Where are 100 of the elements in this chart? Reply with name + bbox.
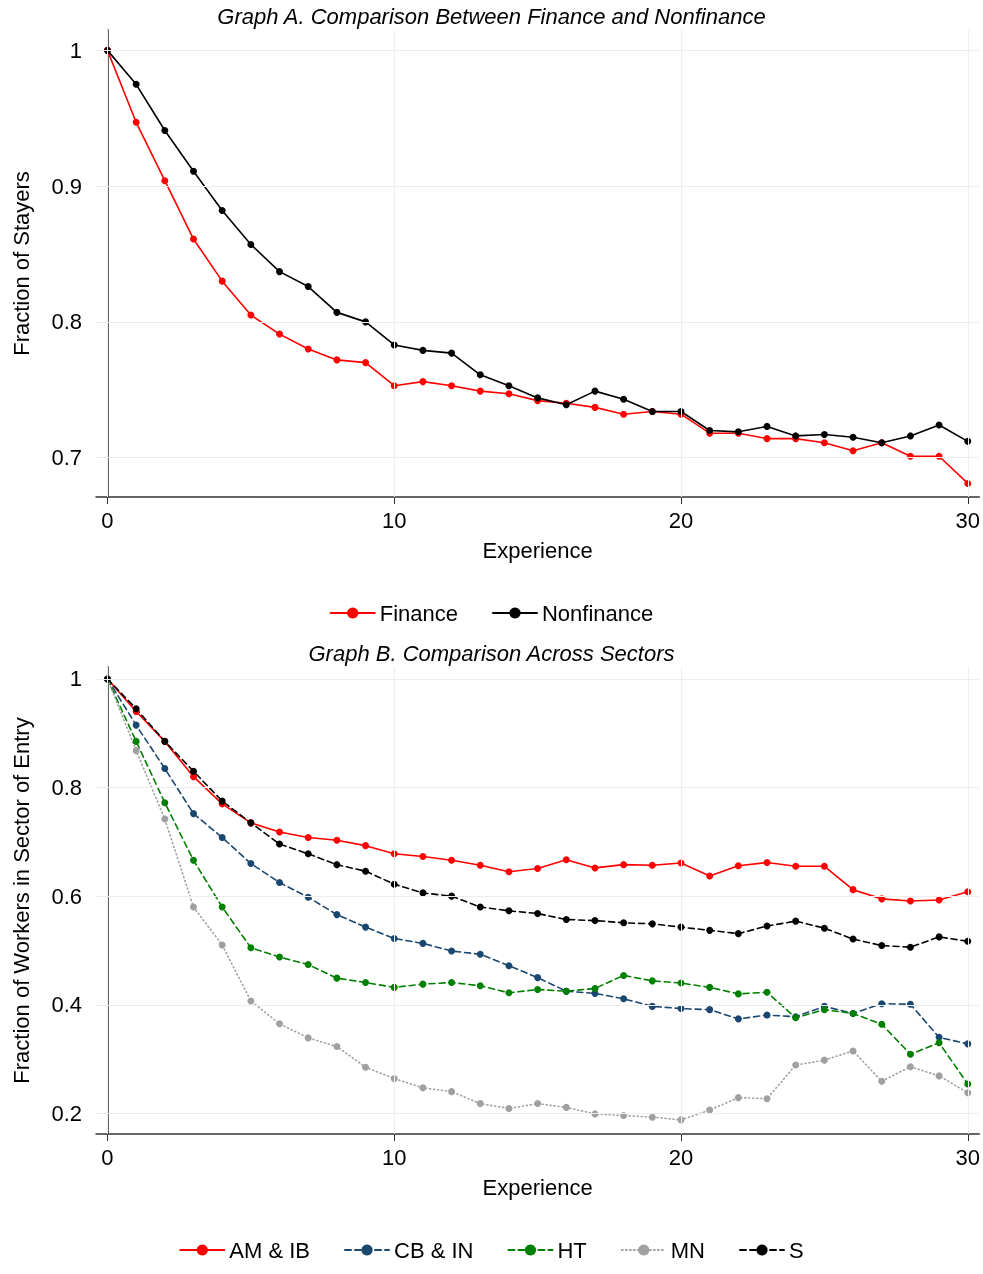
point bbox=[276, 1020, 284, 1028]
point bbox=[648, 977, 656, 985]
point bbox=[304, 850, 312, 858]
point bbox=[190, 235, 197, 243]
point bbox=[820, 1006, 828, 1014]
point bbox=[763, 858, 771, 866]
point bbox=[505, 989, 513, 997]
point bbox=[534, 910, 542, 918]
point bbox=[161, 177, 169, 185]
y-tick-label: 0.6 bbox=[51, 883, 82, 909]
chart-title: Graph B. Comparison Across Sectors bbox=[308, 640, 675, 666]
point bbox=[247, 997, 255, 1005]
y-tick-label: 1 bbox=[69, 666, 82, 692]
point bbox=[562, 856, 570, 864]
point bbox=[505, 390, 513, 398]
point bbox=[763, 435, 771, 443]
point bbox=[849, 433, 857, 441]
point bbox=[706, 983, 714, 991]
point bbox=[247, 944, 255, 952]
point bbox=[648, 1113, 656, 1121]
point bbox=[820, 862, 828, 870]
point bbox=[534, 986, 542, 994]
point bbox=[820, 924, 828, 932]
chart-title: Graph A. Comparison Between Finance and Nonfinance bbox=[217, 3, 766, 29]
point bbox=[763, 422, 771, 430]
legend-label: CB & IN bbox=[394, 1237, 474, 1263]
legend-label: S bbox=[789, 1237, 804, 1263]
legend-label: Nonfinance bbox=[541, 600, 654, 626]
point bbox=[448, 947, 456, 955]
point bbox=[333, 861, 341, 869]
point bbox=[935, 933, 943, 941]
point bbox=[304, 834, 312, 842]
point bbox=[247, 311, 255, 319]
point bbox=[562, 1103, 570, 1111]
point bbox=[906, 432, 914, 440]
point bbox=[476, 371, 484, 379]
x-axis-title: Experience bbox=[482, 1174, 593, 1200]
point bbox=[620, 995, 628, 1003]
point bbox=[218, 834, 226, 842]
point bbox=[648, 920, 656, 928]
point bbox=[419, 980, 427, 988]
point bbox=[734, 930, 742, 938]
point bbox=[591, 403, 599, 411]
point bbox=[763, 988, 771, 996]
y-tick-label: 0.8 bbox=[51, 309, 82, 335]
legend-label: AM & IB bbox=[229, 1237, 311, 1263]
point bbox=[276, 330, 284, 338]
point bbox=[534, 974, 542, 982]
point bbox=[620, 919, 628, 927]
point bbox=[505, 382, 513, 390]
point bbox=[132, 737, 140, 745]
point bbox=[419, 1084, 427, 1092]
point bbox=[333, 356, 341, 364]
point bbox=[734, 1094, 742, 1102]
point bbox=[820, 1056, 828, 1064]
point bbox=[505, 868, 513, 876]
point bbox=[534, 864, 542, 872]
point bbox=[620, 861, 628, 869]
point bbox=[706, 872, 714, 880]
point bbox=[247, 241, 255, 248]
y-tick-label: 0.7 bbox=[51, 445, 82, 471]
point bbox=[734, 990, 742, 998]
y-tick-label: 0.2 bbox=[51, 1100, 82, 1126]
point bbox=[218, 207, 226, 215]
y-tick-label: 0.9 bbox=[51, 173, 82, 199]
point bbox=[448, 382, 456, 390]
point bbox=[333, 836, 341, 844]
point bbox=[247, 860, 255, 868]
point bbox=[304, 283, 312, 291]
x-tick-label: 20 bbox=[668, 507, 694, 533]
x-tick-label: 30 bbox=[955, 507, 981, 533]
point bbox=[476, 950, 484, 958]
point bbox=[190, 903, 197, 911]
point bbox=[276, 840, 284, 848]
point bbox=[534, 1100, 542, 1108]
point bbox=[419, 889, 427, 897]
point bbox=[620, 410, 628, 418]
point bbox=[476, 1100, 484, 1108]
point bbox=[190, 167, 197, 175]
point bbox=[935, 1039, 943, 1047]
point bbox=[706, 1006, 714, 1014]
point bbox=[276, 828, 284, 836]
point bbox=[849, 886, 857, 894]
point bbox=[362, 1063, 370, 1071]
point bbox=[276, 268, 284, 276]
point bbox=[906, 943, 914, 951]
point bbox=[476, 982, 484, 990]
point bbox=[190, 767, 197, 775]
point bbox=[362, 867, 370, 875]
legend-label: HT bbox=[557, 1237, 587, 1263]
point bbox=[132, 747, 140, 755]
point bbox=[333, 974, 341, 982]
point bbox=[218, 941, 226, 949]
point bbox=[448, 1088, 456, 1096]
point bbox=[276, 879, 284, 887]
point bbox=[419, 939, 427, 947]
point bbox=[476, 903, 484, 911]
point bbox=[419, 853, 427, 861]
point bbox=[333, 911, 341, 919]
y-axis-title: Fraction of Workers in Sector of Entry bbox=[8, 717, 34, 1084]
